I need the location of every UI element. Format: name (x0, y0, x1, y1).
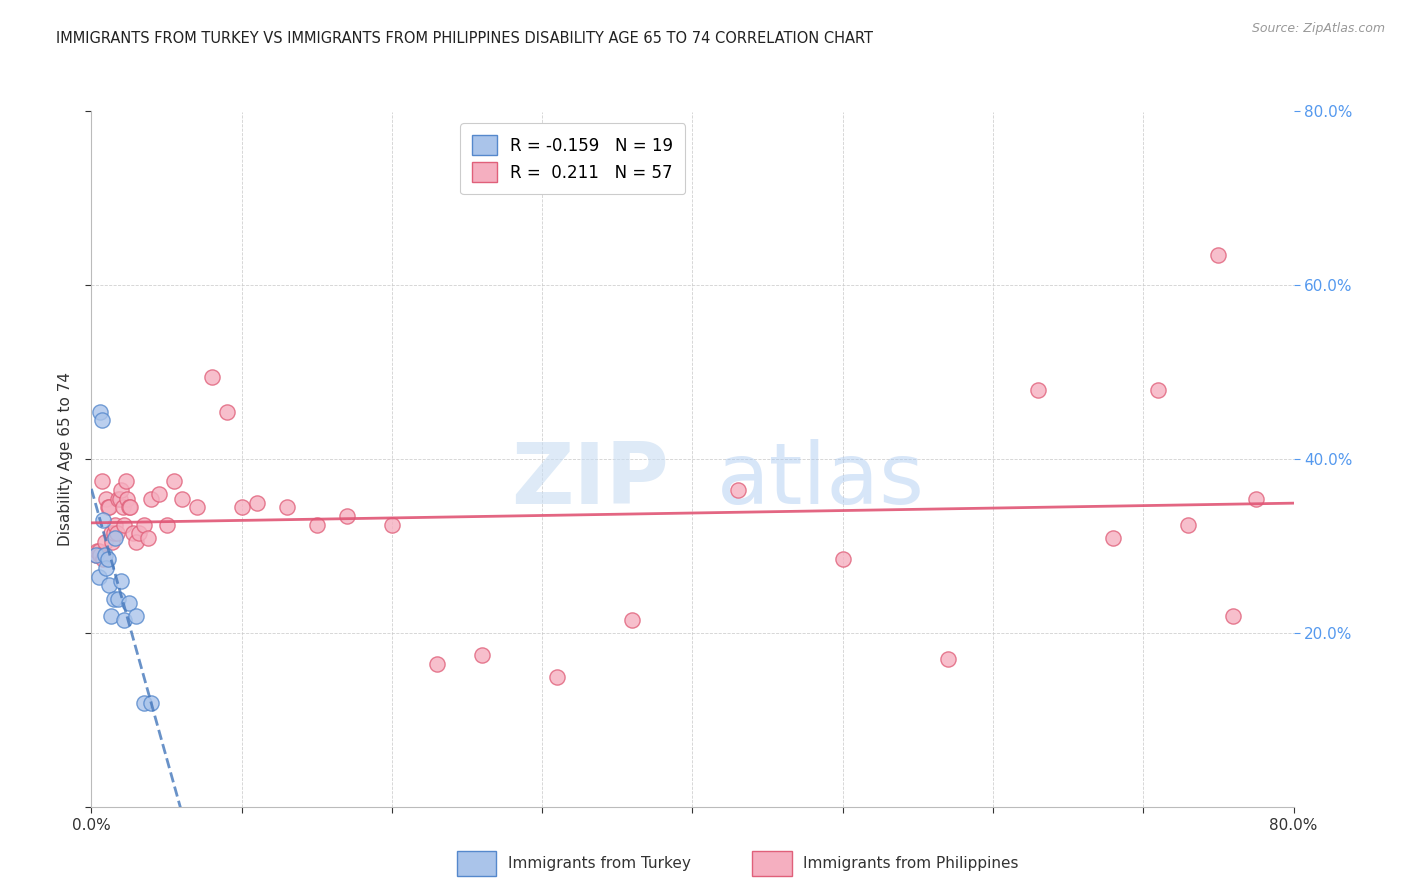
Point (231, 500, 253, 515)
Point (163, 474, 186, 488)
Legend: R = -0.159   N = 19, R =  0.211   N = 57: R = -0.159 N = 19, R = 0.211 N = 57 (460, 123, 685, 194)
Point (118, 596, 141, 610)
Point (1147, 383, 1170, 397)
Point (117, 491, 139, 506)
Point (546, 670, 568, 684)
Point (89, 404, 111, 418)
Point (141, 491, 163, 506)
Point (305, 517, 328, 532)
Point (276, 500, 298, 515)
Point (125, 608, 148, 623)
Point (831, 552, 853, 566)
Point (471, 648, 494, 662)
Point (93, 552, 115, 566)
Point (122, 526, 145, 541)
Point (93, 513, 115, 527)
Point (94, 548, 117, 562)
Point (1244, 491, 1267, 506)
Point (110, 574, 132, 589)
Point (101, 535, 124, 549)
Point (100, 608, 122, 623)
Point (621, 613, 644, 627)
Point (114, 517, 136, 532)
Point (132, 517, 155, 532)
Point (90, 474, 112, 488)
Point (107, 591, 129, 606)
Point (100, 526, 122, 541)
Point (103, 591, 125, 606)
Point (89, 548, 111, 562)
Point (84, 548, 107, 562)
Text: Immigrants from Philippines: Immigrants from Philippines (803, 856, 1018, 871)
Point (132, 696, 155, 710)
Point (1208, 248, 1230, 262)
Point (125, 535, 148, 549)
Point (97, 500, 120, 515)
Point (141, 696, 163, 710)
Point (215, 404, 238, 418)
Point (103, 526, 125, 541)
Point (155, 517, 177, 532)
Point (107, 491, 129, 506)
Point (201, 369, 224, 384)
Text: Immigrants from Turkey: Immigrants from Turkey (508, 856, 690, 871)
Text: Source: ZipAtlas.com: Source: ZipAtlas.com (1251, 22, 1385, 36)
Point (336, 508, 359, 523)
Point (170, 491, 193, 506)
Point (105, 526, 128, 541)
Point (108, 491, 131, 506)
Point (1222, 608, 1244, 623)
Point (87, 570, 110, 584)
Point (98, 578, 121, 592)
Point (114, 613, 136, 627)
Point (1102, 531, 1125, 545)
Point (104, 531, 127, 545)
Point (98, 500, 121, 515)
Point (186, 500, 208, 515)
Point (936, 652, 959, 666)
Point (96, 491, 118, 506)
Text: ZIP: ZIP (510, 439, 668, 522)
Point (90, 413, 112, 427)
Point (84, 548, 107, 562)
Point (97, 552, 120, 566)
Point (128, 526, 150, 541)
Point (246, 496, 269, 510)
Point (426, 657, 449, 671)
Point (1177, 517, 1199, 532)
Point (1026, 383, 1049, 397)
Point (148, 487, 170, 501)
Point (94, 535, 117, 549)
Point (96, 561, 118, 575)
Point (727, 483, 749, 497)
Point (104, 517, 127, 532)
Point (86, 543, 108, 558)
Point (110, 483, 132, 497)
Text: atlas: atlas (717, 439, 925, 522)
Point (120, 500, 142, 515)
Point (87, 543, 110, 558)
Y-axis label: Disability Age 65 to 74: Disability Age 65 to 74 (58, 372, 73, 547)
Point (111, 500, 134, 515)
Point (381, 517, 404, 532)
Point (138, 531, 160, 545)
Text: IMMIGRANTS FROM TURKEY VS IMMIGRANTS FROM PHILIPPINES DISABILITY AGE 65 TO 74 CO: IMMIGRANTS FROM TURKEY VS IMMIGRANTS FRO… (56, 31, 873, 46)
Point (118, 500, 141, 515)
Point (115, 474, 138, 488)
